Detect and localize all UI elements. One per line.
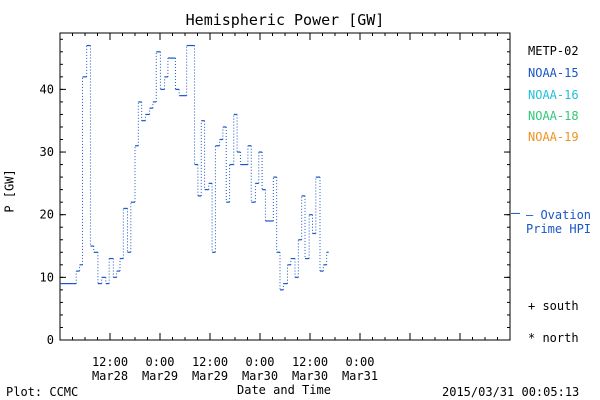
series-layer (60, 44, 329, 291)
y-axis-ticks: 0 10 20 30 40 (40, 38, 510, 347)
x-tick-time-label: 0:00 (146, 355, 175, 369)
x-tick-date-label: Mar29 (192, 369, 228, 383)
legend-item-metp-02: METP-02 (528, 44, 579, 58)
legend-item-noaa-18: NOAA-18 (528, 109, 579, 123)
north-marker-label: * north (528, 331, 579, 345)
x-tick-time-label: 0:00 (346, 355, 375, 369)
x-tick-date-label: Mar31 (342, 369, 378, 383)
south-marker-label: + south (528, 299, 579, 313)
x-tick-time-label: 12:00 (192, 355, 228, 369)
x-axis-ticks: 12:00Mar280:00Mar2912:00Mar290:00Mar3012… (59, 33, 511, 383)
x-tick-date-label: Mar28 (92, 369, 128, 383)
legend-item-noaa-15: NOAA-15 (528, 66, 579, 80)
x-tick-time-label: 0:00 (246, 355, 275, 369)
y-tick-label: 40 (40, 82, 54, 96)
y-tick-label: 0 (47, 333, 54, 347)
chart-title: Hemispheric Power [GW] (185, 11, 385, 29)
x-tick-date-label: Mar29 (142, 369, 178, 383)
legend-item-noaa-19: NOAA-19 (528, 130, 579, 144)
x-axis-label: Date and Time (237, 383, 331, 397)
y-tick-label: 10 (40, 270, 54, 284)
y-axis-label: P [GW] (2, 169, 17, 213)
plot-frame (59, 32, 511, 341)
ovation-prime-hpi-label: — Ovation Prime HPI (526, 208, 592, 236)
plot-timestamp: 2015/03/31 00:05:13 (442, 385, 580, 399)
y-tick-label: 30 (40, 145, 54, 159)
plot-credit: Plot: CCMC (6, 385, 79, 399)
x-tick-time-label: 12:00 (92, 355, 128, 369)
legend-item-noaa-16: NOAA-16 (528, 88, 579, 102)
x-tick-date-label: Mar30 (242, 369, 278, 383)
y-tick-label: 20 (40, 208, 54, 222)
x-tick-date-label: Mar30 (292, 369, 328, 383)
x-tick-time-label: 12:00 (292, 355, 328, 369)
